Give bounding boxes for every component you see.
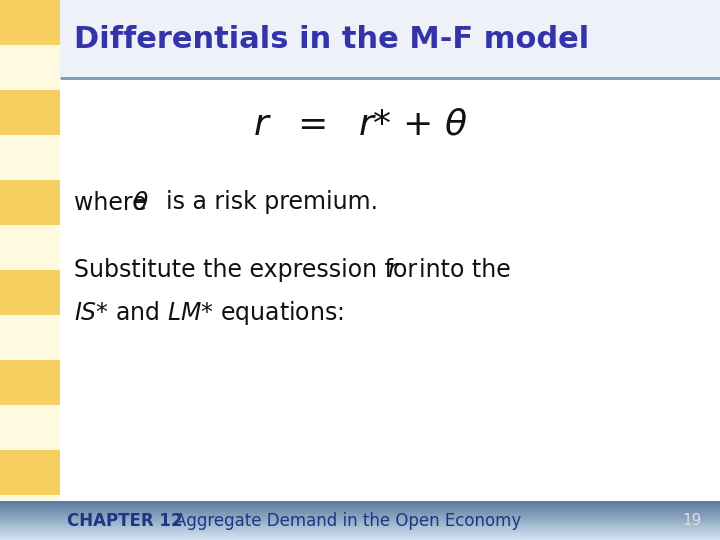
Bar	[0, 315, 60, 360]
Bar	[0, 536, 720, 538]
Bar	[0, 524, 720, 526]
Text: into the: into the	[404, 258, 510, 282]
Bar	[0, 523, 720, 524]
Bar	[0, 518, 720, 521]
Text: CHAPTER 12: CHAPTER 12	[67, 511, 182, 530]
Bar	[0, 501, 720, 503]
Bar	[0, 511, 720, 513]
Bar	[0, 538, 720, 540]
Bar	[0, 515, 720, 517]
Bar	[0, 270, 60, 315]
Bar	[0, 509, 720, 511]
Bar	[60, 0, 720, 78]
Text: Differentials in the M-F model: Differentials in the M-F model	[74, 25, 590, 53]
Bar	[0, 505, 720, 507]
Bar	[0, 450, 60, 495]
Bar	[0, 405, 60, 450]
Text: where: where	[74, 191, 154, 214]
Text: $\mathit{IS}$* and $\mathit{LM}$* equations:: $\mathit{IS}$* and $\mathit{LM}$* equati…	[74, 299, 344, 327]
Bar	[0, 0, 60, 45]
Bar	[0, 495, 60, 540]
Text: is a risk premium.: is a risk premium.	[151, 191, 378, 214]
Bar	[0, 507, 720, 509]
Bar	[0, 360, 60, 405]
Bar	[0, 180, 60, 225]
Bar	[0, 534, 720, 536]
Bar	[0, 45, 60, 90]
Text: $\mathbf{\it{r}}$: $\mathbf{\it{r}}$	[387, 258, 400, 282]
Bar	[0, 225, 60, 270]
Bar	[0, 528, 720, 530]
Text: $\theta$: $\theta$	[132, 191, 148, 214]
Text: 19: 19	[683, 513, 702, 528]
Bar	[0, 517, 720, 518]
Text: Substitute the expression for: Substitute the expression for	[74, 258, 425, 282]
Bar	[0, 90, 60, 135]
Bar	[0, 530, 720, 532]
Bar	[0, 135, 60, 180]
Bar	[0, 526, 720, 528]
Bar	[0, 503, 720, 505]
Text: Aggregate Demand in the Open Economy: Aggregate Demand in the Open Economy	[175, 511, 521, 530]
Text: $\mathbf{\it{r}}$  $=$  $\mathbf{\it{r}}$* $+$ $\theta$: $\mathbf{\it{r}}$ $=$ $\mathbf{\it{r}}$*…	[253, 107, 467, 141]
Bar	[0, 513, 720, 515]
Bar	[0, 521, 720, 523]
Bar	[0, 532, 720, 534]
